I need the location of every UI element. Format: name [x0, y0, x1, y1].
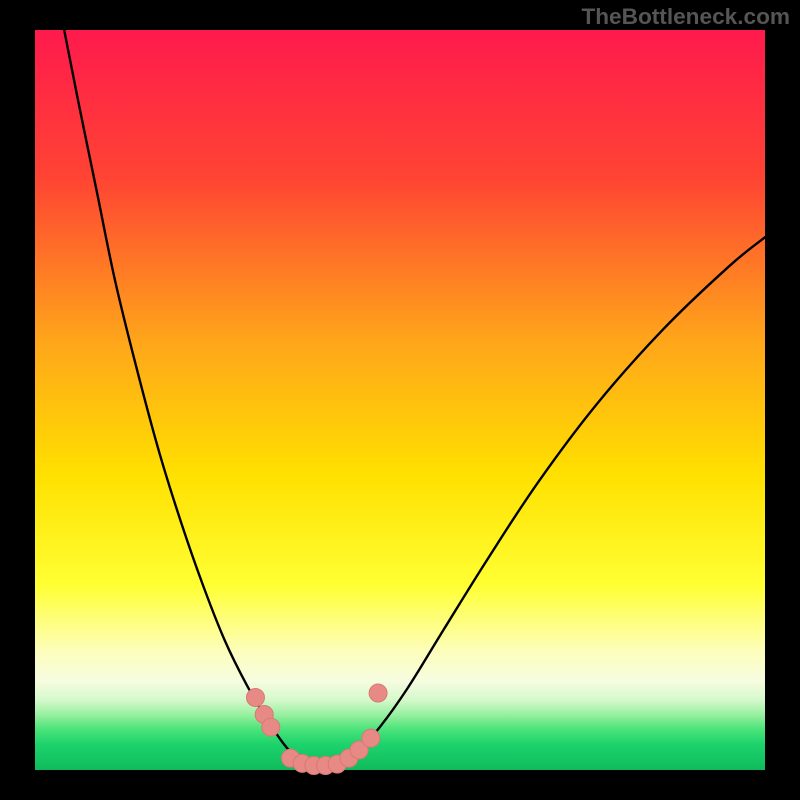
marker-point: [262, 718, 280, 736]
bottleneck-chart: [0, 0, 800, 800]
watermark-text: TheBottleneck.com: [581, 4, 790, 30]
marker-point: [246, 688, 264, 706]
marker-point: [369, 684, 387, 702]
chart-root: TheBottleneck.com: [0, 0, 800, 800]
marker-point: [362, 729, 380, 747]
